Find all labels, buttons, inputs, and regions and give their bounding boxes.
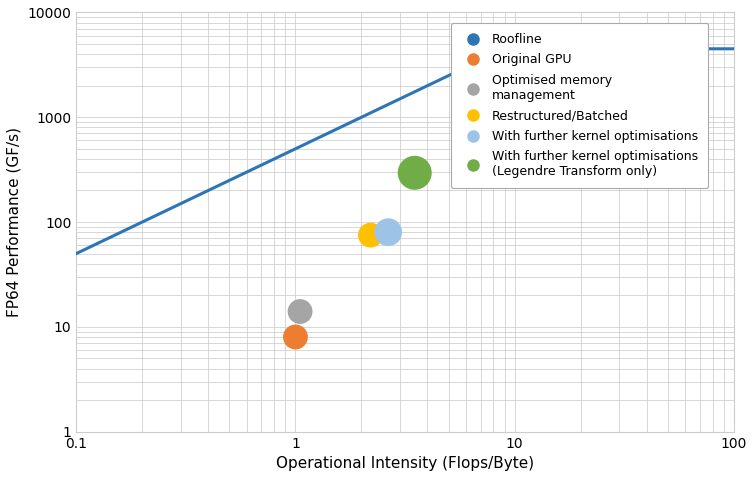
Y-axis label: FP64 Performance (GF/s): FP64 Performance (GF/s) (7, 127, 22, 317)
Point (409, 169, 421, 177)
Legend: Roofline, Original GPU, Optimised memory
management, Restructured/Batched, With : Roofline, Original GPU, Optimised memory… (451, 23, 708, 188)
Point (294, 308, 306, 315)
X-axis label: Operational Intensity (Flops/Byte): Operational Intensity (Flops/Byte) (276, 456, 534, 471)
Point (364, 231, 376, 239)
Point (382, 228, 394, 236)
Point (290, 333, 302, 341)
